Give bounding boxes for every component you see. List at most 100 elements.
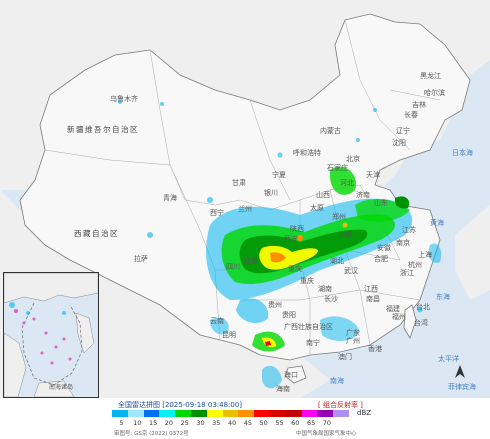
city-label: 昆明 — [222, 331, 236, 339]
radar-echoes — [118, 100, 442, 389]
sea-label: 太平洋 — [438, 355, 459, 363]
color-swatch — [333, 410, 349, 417]
region-label: 上海 — [418, 251, 432, 259]
legend-tick-label: 50 — [259, 419, 268, 427]
city-label: 贵阳 — [282, 311, 296, 319]
legend-tick-label: 15 — [148, 419, 158, 427]
region-label: 黑龙江 — [420, 72, 441, 80]
city-label: 重庆 — [300, 277, 314, 285]
color-swatch — [254, 410, 270, 417]
region-label: 山西 — [316, 191, 330, 199]
region-label: 甘肃 — [232, 179, 246, 187]
color-swatch — [222, 410, 239, 417]
region-label: 西藏自治区 — [74, 229, 119, 238]
region-label: 广东 — [346, 329, 360, 337]
color-swatch — [143, 410, 160, 417]
city-label: 杭州 — [408, 261, 422, 269]
region-label: 台湾 — [414, 319, 428, 327]
map-approval-number: 审图号: GS京 (2022) 0372号 — [114, 431, 189, 437]
color-swatch — [285, 410, 302, 417]
region-label: 江苏 — [402, 226, 416, 234]
region-label: 吉林 — [412, 101, 426, 109]
city-label: 南宁 — [306, 339, 320, 347]
legend-tick-label: 30 — [196, 419, 205, 427]
legend-tick-label: 20 — [164, 419, 174, 427]
city-label: 银川 — [264, 189, 278, 197]
color-swatch — [175, 410, 191, 417]
region-label: 香港 — [368, 345, 382, 353]
north-arrow — [455, 365, 465, 378]
legend-tick-label: 55 — [275, 419, 284, 427]
region-label: 陕西 — [290, 225, 304, 233]
region-label: 河北 — [340, 179, 354, 187]
inset-label: 南海诸岛 — [49, 384, 74, 391]
region-label: 四川 — [226, 263, 240, 271]
color-swatch — [127, 410, 144, 417]
city-label: 广州 — [346, 337, 360, 345]
legend-title: 全国雷达拼图 [2025-09-18 03:48:00] — [118, 401, 243, 409]
taiwan-island — [403, 304, 417, 339]
region-label: 海南 — [276, 385, 290, 393]
city-label: 郑州 — [332, 213, 346, 221]
city-label: 武汉 — [344, 267, 358, 275]
city-label: 海口 — [284, 371, 298, 379]
city-label: 乌鲁木齐 — [110, 95, 138, 103]
city-label: 济南 — [356, 191, 370, 199]
city-label: 福州 — [392, 313, 406, 321]
legend-tick-label: 10 — [133, 419, 142, 427]
city-label: 西安 — [284, 235, 298, 243]
city-label: 石家庄 — [327, 164, 348, 172]
city-label: 拉萨 — [134, 255, 148, 263]
legend-tick-label: 65 — [306, 419, 316, 427]
region-label: 云南 — [210, 317, 224, 325]
south-china-sea-inset: 南海诸岛 — [3, 272, 99, 398]
city-label: 西宁 — [210, 209, 224, 217]
city-label: 哈尔滨 — [424, 89, 445, 97]
color-swatch — [206, 410, 223, 417]
color-scale — [112, 410, 349, 417]
color-swatch — [238, 410, 255, 417]
legend-product: [ 组合反射率 ] — [318, 401, 363, 409]
city-label: 成都 — [244, 257, 258, 265]
region-label: 天津 — [366, 171, 380, 179]
city-label: 兰州 — [238, 205, 252, 213]
region-label: 辽宁 — [396, 127, 410, 135]
sea-label: 菲律宾海 — [448, 383, 476, 391]
region-label: 福建 — [386, 305, 400, 313]
china-landmass — [19, 13, 471, 361]
region-label: 内蒙古 — [320, 127, 341, 135]
data-source: 中国气象局国家气象中心 — [296, 431, 357, 437]
sea-label: 黄海 — [430, 219, 444, 227]
legend-tick-label: 5 — [119, 419, 124, 427]
color-swatch — [190, 410, 207, 417]
region-label: 北京 — [346, 155, 360, 163]
city-label: 太原 — [310, 204, 324, 212]
city-label: 沈阳 — [392, 139, 406, 147]
legend: 全国雷达拼图 [2025-09-18 03:48:00] [ 组合反射率 ] d… — [0, 398, 490, 439]
region-label: 重庆 — [288, 265, 302, 273]
region-label: 宁夏 — [272, 171, 286, 179]
region-label: 湖北 — [330, 257, 344, 265]
color-swatch — [159, 410, 176, 417]
city-label: 南昌 — [366, 295, 380, 303]
city-label: 呼和浩特 — [293, 149, 321, 157]
city-label: 台北 — [416, 303, 430, 311]
color-swatch — [301, 410, 318, 417]
region-label: 广西壮族自治区 — [284, 323, 333, 331]
legend-tick-label: 40 — [227, 419, 237, 427]
sea-label: 南海 — [330, 377, 344, 385]
legend-unit: dBZ — [357, 409, 372, 417]
region-label: 湖南 — [318, 285, 332, 293]
city-label: 长沙 — [324, 295, 338, 303]
sea-label: 东海 — [436, 293, 450, 301]
region-label: 河南 — [338, 231, 352, 239]
region-label: 新疆维吾尔自治区 — [67, 125, 139, 134]
city-label: 合肥 — [374, 255, 388, 263]
color-swatch — [112, 410, 128, 417]
color-swatch — [269, 410, 286, 417]
legend-tick-label: 25 — [180, 419, 189, 427]
region-label: 青海 — [163, 194, 177, 202]
legend-tick-label: 35 — [212, 419, 221, 427]
color-swatch — [317, 410, 334, 417]
